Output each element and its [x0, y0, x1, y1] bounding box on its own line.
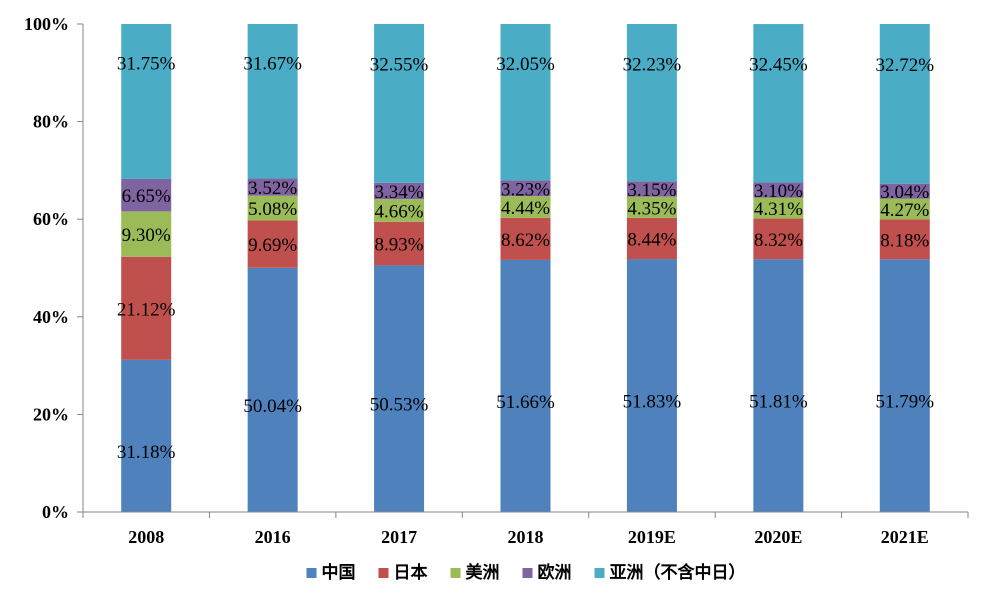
- data-label: 3.10%: [754, 181, 803, 202]
- legend: 中国 日本 美洲 欧洲 亚洲（不含中日）: [306, 562, 746, 583]
- bar-segment: [247, 220, 298, 268]
- bar-segment: [374, 23, 425, 183]
- bar-segment: [121, 24, 172, 179]
- bar-segment: [626, 24, 677, 182]
- bar-segment: [879, 259, 930, 512]
- bar-segment: [374, 199, 425, 222]
- legend-swatch: [450, 568, 461, 578]
- data-label: 4.35%: [627, 198, 676, 219]
- x-tick-label: 2020E: [754, 527, 802, 547]
- legend-swatch: [594, 568, 605, 578]
- data-label: 3.52%: [248, 178, 297, 199]
- data-label: 21.12%: [117, 299, 176, 320]
- bar-segment: [879, 219, 930, 260]
- bar-segment: [879, 183, 930, 199]
- bar-segment: [753, 24, 804, 183]
- data-label: 3.34%: [375, 182, 424, 203]
- x-tick-label: 2008: [128, 527, 164, 547]
- data-label: 50.04%: [243, 396, 302, 417]
- y-tick-label: 20%: [33, 404, 69, 424]
- data-label: 3.04%: [880, 182, 929, 203]
- bar-segment: [753, 182, 804, 198]
- bar-segment: [500, 217, 551, 260]
- bar-segment: [247, 267, 298, 512]
- bar-segment: [500, 259, 551, 512]
- bar-segment: [374, 182, 425, 200]
- data-label: 8.93%: [375, 235, 424, 256]
- bar-segment: [879, 24, 930, 184]
- data-label: 4.31%: [754, 199, 803, 220]
- data-label: 51.83%: [623, 392, 682, 413]
- x-axis: 2008 2016 2017 2018 2019E 2020E 2021E: [82, 511, 969, 547]
- data-label: 3.15%: [627, 180, 676, 201]
- data-label: 8.44%: [627, 229, 676, 250]
- x-tick-label: 2021E: [881, 527, 929, 547]
- y-tick-label: 80%: [33, 112, 69, 132]
- legend-swatch: [306, 568, 317, 578]
- data-label: 4.66%: [375, 201, 424, 222]
- bar-segment: [753, 218, 804, 260]
- y-axis: 0% 20% 40% 60% 80% 100%: [24, 14, 84, 522]
- x-tick-label: 2018: [508, 527, 544, 547]
- data-label: 9.30%: [122, 225, 171, 246]
- bar-segment: [626, 181, 677, 197]
- data-label: 31.67%: [243, 54, 302, 75]
- bar-segment: [626, 196, 677, 218]
- bar-segment: [500, 24, 551, 181]
- y-tick-label: 40%: [33, 307, 69, 327]
- plot-area: 31.18% 21.12% 9.30% 6.65% 31.75% 50.04% 9.69% 5…: [117, 23, 934, 512]
- y-tick-label: 100%: [24, 14, 69, 34]
- data-label: 8.62%: [501, 230, 550, 251]
- legend-label: 欧洲: [538, 562, 572, 583]
- legend-swatch: [378, 568, 389, 578]
- bar-segment: [500, 196, 551, 218]
- legend-label: 中国: [322, 562, 356, 583]
- data-label: 6.65%: [122, 186, 171, 207]
- legend-label: 亚洲（不含中日）: [610, 562, 746, 583]
- bar-segment: [374, 265, 425, 512]
- bar-segment: [247, 24, 298, 179]
- bar-segment: [121, 256, 172, 360]
- bar-segment: [247, 195, 298, 221]
- x-tick-label: 2019E: [628, 527, 676, 547]
- x-tick-label: 2016: [255, 527, 291, 547]
- bar-segment: [374, 221, 425, 266]
- data-label: 9.69%: [248, 235, 297, 256]
- data-label: 4.44%: [501, 198, 550, 219]
- bar-segment: [121, 178, 172, 212]
- data-label: 32.72%: [875, 55, 934, 76]
- bar-segment: [121, 359, 172, 512]
- data-label: 4.27%: [880, 200, 929, 221]
- data-label: 32.05%: [496, 54, 555, 75]
- data-label: 32.45%: [749, 55, 808, 76]
- y-tick-label: 0%: [42, 502, 69, 522]
- data-label: 32.55%: [370, 55, 429, 76]
- bar-segment: [121, 211, 172, 257]
- bar-segment: [626, 259, 677, 512]
- legend-swatch: [522, 568, 533, 578]
- data-label: 31.18%: [117, 442, 176, 463]
- x-tick-label: 2017: [381, 527, 417, 547]
- data-label: 8.32%: [754, 230, 803, 251]
- data-label: 5.08%: [248, 199, 297, 220]
- bar-segment: [879, 198, 930, 220]
- data-label: 50.53%: [370, 395, 429, 416]
- y-tick-label: 60%: [33, 209, 69, 229]
- bar-segment: [753, 197, 804, 219]
- legend-label: 日本: [394, 562, 428, 583]
- data-label: 3.23%: [501, 179, 550, 200]
- data-label: 8.18%: [880, 230, 929, 251]
- data-label: 32.23%: [623, 54, 682, 75]
- bar-segment: [500, 180, 551, 197]
- data-label: 31.75%: [117, 54, 176, 75]
- legend-label: 美洲: [466, 562, 500, 583]
- bar-segment: [247, 178, 298, 196]
- bar-segment: [753, 259, 804, 512]
- data-label: 51.66%: [496, 392, 555, 413]
- data-label: 51.81%: [749, 392, 808, 413]
- bar-segment: [626, 217, 677, 260]
- data-label: 51.79%: [875, 392, 934, 413]
